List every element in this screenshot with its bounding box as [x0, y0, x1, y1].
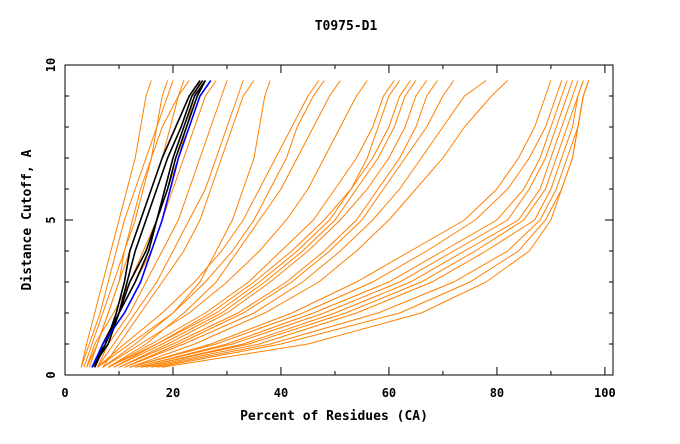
x-tick-label: 20: [166, 386, 180, 400]
series-line-b12: [97, 80, 320, 368]
series-line-c3: [145, 80, 584, 368]
series-line-c1: [135, 80, 568, 368]
series-line-b2: [102, 80, 368, 368]
series-line-a10: [80, 80, 174, 368]
chart-title: T0975-D1: [315, 19, 378, 34]
series-line-b4: [113, 80, 417, 368]
series-line-c5: [129, 80, 563, 368]
series-line-b11: [118, 80, 428, 368]
y-tick-label: 10: [44, 58, 58, 72]
series-line-b8: [129, 80, 509, 368]
series-line-c10: [129, 80, 552, 368]
series-line-b1: [97, 80, 325, 368]
x-tick-label: 40: [274, 386, 288, 400]
series-line-a7: [88, 80, 190, 368]
series-line-a3: [86, 80, 185, 368]
series-line-b7: [124, 80, 487, 368]
series-line-b13: [107, 80, 401, 368]
series-line-c9: [162, 80, 590, 368]
series-line-blue1: [91, 80, 212, 368]
series-lines: [80, 80, 590, 368]
series-line-b5: [118, 80, 438, 368]
x-tick-label: 80: [490, 386, 504, 400]
series-line-b9: [102, 80, 271, 368]
series-line-black4: [91, 80, 204, 368]
series-line-c4: [151, 80, 590, 368]
series-line-a1: [80, 80, 152, 368]
series-line-a2: [83, 80, 169, 368]
y-tick-label: 5: [44, 216, 58, 223]
series-line-a8: [96, 80, 244, 368]
series-line-a9: [102, 80, 255, 368]
series-line-c8: [140, 80, 584, 368]
series-line-c7: [135, 80, 573, 368]
x-axis-label: Percent of Residues (CA): [240, 409, 428, 424]
x-tick-label: 0: [61, 386, 68, 400]
series-line-b10: [113, 80, 411, 368]
axis-ticks: 0 20 40 60 80 100 0 5 10: [44, 58, 616, 400]
series-line-b14: [124, 80, 455, 368]
y-tick-label: 0: [44, 371, 58, 378]
series-line-c2: [140, 80, 579, 368]
x-tick-label: 100: [594, 386, 616, 400]
series-line-a6: [96, 80, 228, 368]
x-tick-label: 60: [382, 386, 396, 400]
series-line-b3: [107, 80, 395, 368]
series-line-b6: [107, 80, 341, 368]
y-axis-label: Distance Cutoff, A: [20, 149, 35, 290]
series-line-black3: [93, 80, 207, 368]
series-line-c6: [156, 80, 590, 368]
